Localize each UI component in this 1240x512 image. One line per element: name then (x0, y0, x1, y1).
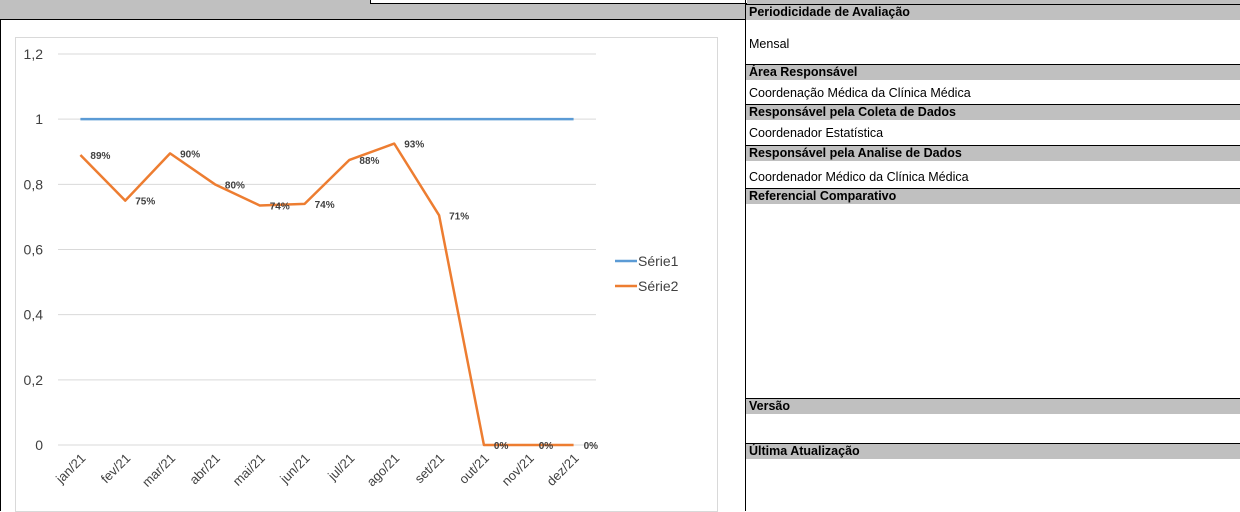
left-border (0, 20, 1, 511)
area-header: Área Responsável (746, 64, 1240, 80)
analise-header: Responsável pela Analise de Dados (746, 145, 1240, 161)
data-label: 74% (270, 202, 290, 213)
series-line-2 (79, 142, 574, 447)
legend-label: Série2 (638, 278, 679, 294)
x-axis-ticks: jan/21 fev/21 mar/21 abr/21 mai/21 jun/21 jul/… (52, 451, 582, 490)
x-tick-label: jan/21 (52, 451, 88, 487)
x-tick-label: nov/21 (499, 451, 537, 489)
data-label: 80% (225, 180, 245, 191)
x-tick-label: fev/21 (98, 451, 134, 487)
info-panel: Periodicidade de Avaliação Mensal Área R… (746, 0, 1240, 511)
data-label: 0% (494, 441, 509, 452)
x-tick-label: jun/21 (276, 451, 312, 487)
periodicidade-header: Periodicidade de Avaliação (746, 4, 1240, 20)
y-tick-label: 0,6 (24, 242, 44, 258)
data-label: 74% (315, 200, 335, 211)
data-label: 75% (135, 197, 155, 208)
versao-header: Versão (746, 398, 1240, 414)
data-label: 71% (449, 211, 469, 222)
x-tick-label: mar/21 (139, 451, 178, 490)
top-border-line (0, 19, 746, 20)
chart-area[interactable]: 0 0,2 0,4 0,6 0,8 1 1,2 jan/21 fev/21 mar/21 abr/… (15, 37, 718, 512)
coleta-header: Responsável pela Coleta de Dados (746, 104, 1240, 120)
referencial-header: Referencial Comparativo (746, 188, 1240, 204)
y-tick-label: 0,8 (24, 176, 44, 192)
atualizacao-header: Última Atualização (746, 443, 1240, 459)
data-label: 0% (584, 441, 599, 452)
periodicidade-value: Mensal (749, 37, 790, 51)
top-cell (370, 0, 747, 4)
data-labels: 89% 75% 90% 80% 74% 74% 88% 93% 71% 0% 0% 0% (90, 140, 598, 452)
x-tick-label: ago/21 (364, 451, 403, 490)
area-value: Coordenação Médica da Clínica Médica (749, 86, 971, 100)
analise-value: Coordenador Médico da Clínica Médica (749, 170, 969, 184)
x-tick-label: jul/21 (324, 451, 357, 484)
y-tick-label: 0 (35, 437, 43, 453)
data-label: 88% (359, 156, 379, 167)
x-tick-label: set/21 (412, 451, 448, 487)
x-tick-label: mai/21 (230, 451, 268, 489)
line-chart: 0 0,2 0,4 0,6 0,8 1 1,2 jan/21 fev/21 mar/21 abr/… (24, 46, 679, 490)
coleta-value: Coordenador Estatística (749, 126, 884, 140)
y-tick-label: 0,2 (24, 372, 44, 388)
data-label: 90% (180, 149, 200, 160)
y-tick-label: 1 (35, 111, 43, 127)
x-tick-label: abr/21 (186, 451, 223, 488)
y-tick-label: 1,2 (24, 46, 44, 62)
y-tick-label: 0,4 (24, 307, 44, 323)
middle-border (745, 0, 746, 511)
legend: Série1 Série2 (615, 253, 679, 294)
data-label: 89% (90, 151, 110, 162)
x-tick-label: out/21 (456, 451, 492, 487)
y-axis-ticks: 0 0,2 0,4 0,6 0,8 1 1,2 (24, 46, 44, 453)
top-divider (370, 0, 371, 4)
data-label: 93% (404, 140, 424, 151)
data-label: 0% (539, 441, 554, 452)
legend-label: Série1 (638, 253, 679, 269)
series-lines (79, 117, 574, 447)
gridlines (58, 53, 596, 446)
x-tick-label: dez/21 (543, 451, 581, 489)
